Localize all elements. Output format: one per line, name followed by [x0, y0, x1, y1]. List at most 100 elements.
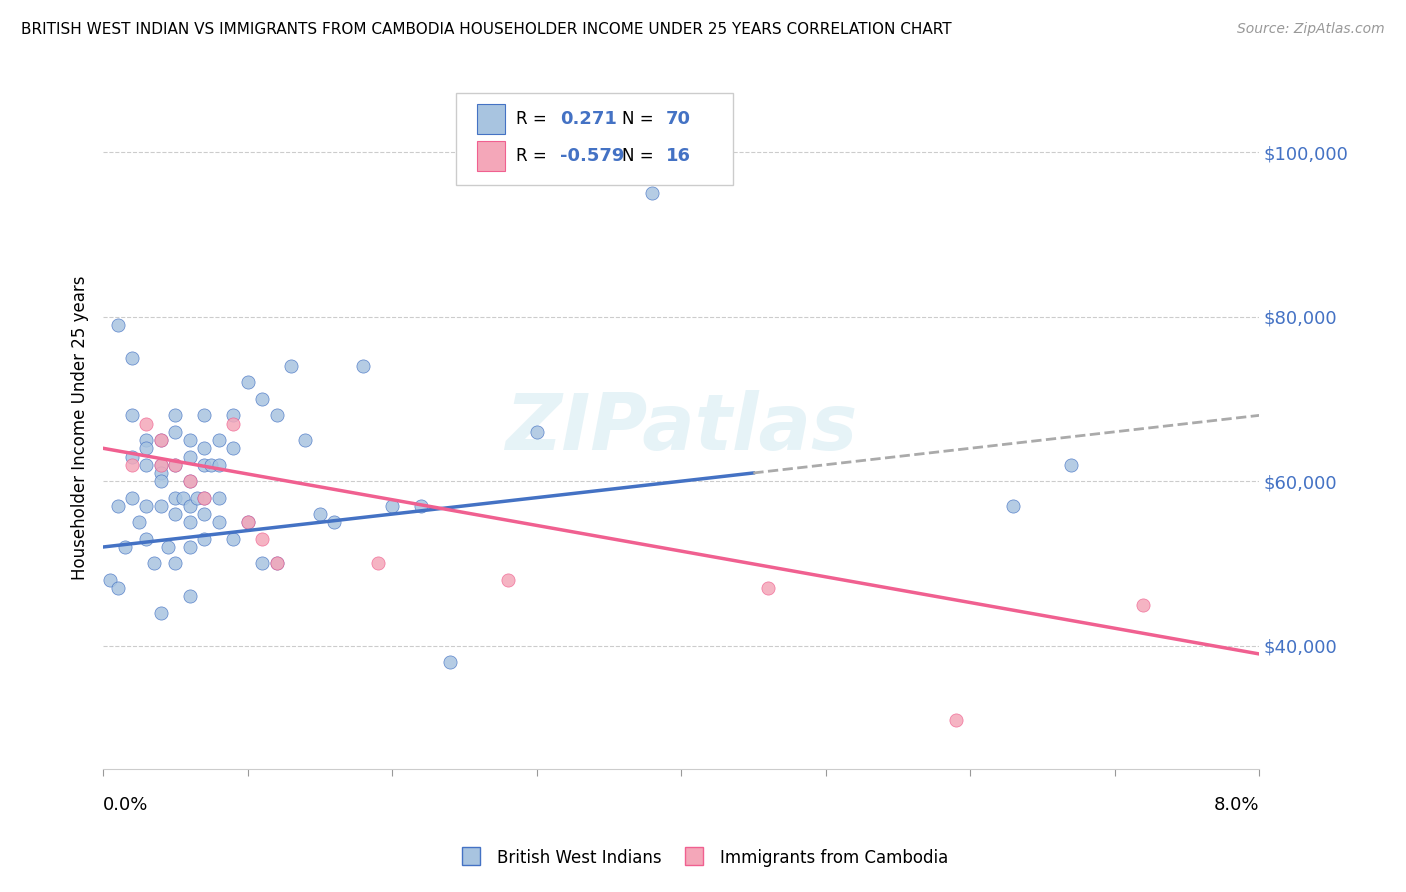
Point [208, 458, 231, 472]
Point [266, 557, 288, 571]
Point [179, 590, 201, 604]
Point [121, 409, 143, 423]
Point [1132, 598, 1154, 612]
Point [107, 581, 129, 595]
Text: R =: R = [516, 147, 551, 165]
Point [222, 409, 245, 423]
Text: 0.0%: 0.0% [103, 797, 149, 814]
Point [367, 557, 389, 571]
Point [179, 450, 201, 464]
Point [135, 417, 157, 431]
Point [165, 458, 187, 472]
Point [135, 458, 157, 472]
Text: ZIPatlas: ZIPatlas [505, 390, 858, 466]
Point [149, 458, 172, 472]
Y-axis label: Householder Income Under 25 years: Householder Income Under 25 years [72, 276, 89, 580]
Point [309, 507, 332, 521]
Text: 0.271: 0.271 [560, 110, 617, 128]
Point [266, 409, 288, 423]
Point [179, 499, 201, 513]
Point [186, 491, 208, 505]
Point [193, 442, 215, 456]
Point [193, 409, 215, 423]
Point [135, 499, 157, 513]
Point [236, 516, 259, 530]
Point [121, 450, 143, 464]
Point [222, 532, 245, 546]
Point [208, 516, 231, 530]
Point [641, 186, 664, 201]
Point [208, 491, 231, 505]
Text: BRITISH WEST INDIAN VS IMMIGRANTS FROM CAMBODIA HOUSEHOLDER INCOME UNDER 25 YEAR: BRITISH WEST INDIAN VS IMMIGRANTS FROM C… [21, 22, 952, 37]
Text: 70: 70 [666, 110, 692, 128]
Point [165, 458, 187, 472]
Point [107, 318, 129, 332]
Bar [477, 103, 505, 135]
Bar [477, 141, 505, 171]
Point [165, 409, 187, 423]
Point [121, 351, 143, 365]
Point [236, 516, 259, 530]
Point [128, 516, 150, 530]
Point [208, 433, 231, 447]
Point [250, 532, 273, 546]
Legend: British West Indians, Immigrants from Cambodia: British West Indians, Immigrants from Ca… [451, 841, 955, 875]
Text: N =: N = [621, 110, 659, 128]
Point [193, 491, 215, 505]
Text: 16: 16 [666, 147, 692, 165]
Point [157, 540, 180, 554]
Point [756, 581, 779, 595]
Point [149, 474, 172, 488]
Point [250, 557, 273, 571]
Point [179, 474, 201, 488]
Text: R =: R = [516, 110, 551, 128]
Point [945, 713, 967, 727]
Text: -0.579: -0.579 [560, 147, 624, 165]
Point [526, 425, 548, 439]
Point [280, 359, 302, 373]
Point [149, 433, 172, 447]
Point [409, 499, 432, 513]
Point [200, 458, 222, 472]
Point [352, 359, 374, 373]
Point [250, 392, 273, 406]
Point [142, 557, 165, 571]
Point [323, 516, 346, 530]
Text: 8.0%: 8.0% [1213, 797, 1260, 814]
Point [114, 540, 136, 554]
Point [294, 433, 316, 447]
FancyBboxPatch shape [456, 93, 733, 186]
Text: Source: ZipAtlas.com: Source: ZipAtlas.com [1237, 22, 1385, 37]
Point [165, 425, 187, 439]
Point [165, 557, 187, 571]
Point [193, 507, 215, 521]
Point [135, 442, 157, 456]
Point [496, 573, 519, 587]
Point [381, 499, 404, 513]
Point [135, 532, 157, 546]
Point [439, 655, 461, 669]
Point [222, 417, 245, 431]
Point [172, 491, 194, 505]
Point [193, 458, 215, 472]
Point [149, 433, 172, 447]
Point [222, 442, 245, 456]
Point [107, 499, 129, 513]
Point [179, 540, 201, 554]
Point [121, 491, 143, 505]
Text: N =: N = [621, 147, 659, 165]
Point [179, 474, 201, 488]
Point [149, 606, 172, 620]
Point [149, 499, 172, 513]
Point [266, 557, 288, 571]
Point [149, 458, 172, 472]
Point [98, 573, 121, 587]
Point [236, 376, 259, 390]
Point [149, 466, 172, 480]
Point [179, 516, 201, 530]
Point [135, 433, 157, 447]
Point [193, 491, 215, 505]
Point [165, 507, 187, 521]
Point [193, 532, 215, 546]
Point [165, 491, 187, 505]
